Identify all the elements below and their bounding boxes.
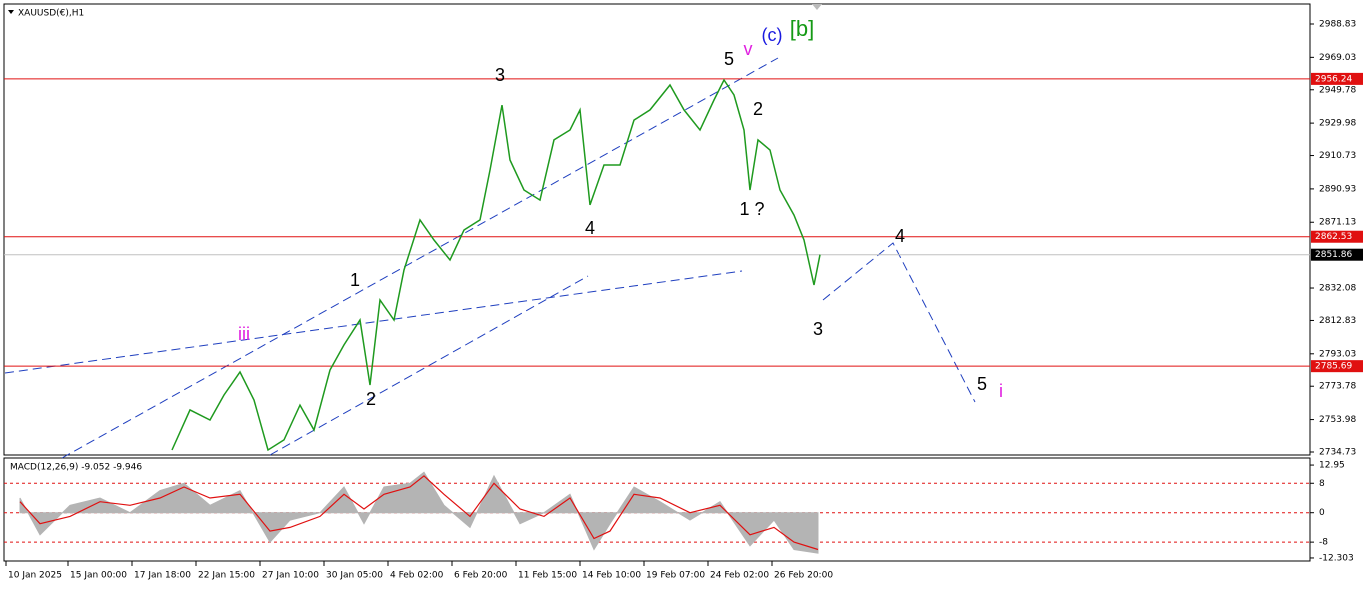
current-price-label: 2851.86 — [1315, 250, 1352, 260]
current-price-box — [1311, 248, 1363, 261]
signal-line — [19, 475, 819, 551]
y-tick-label: 2793.03 — [1319, 349, 1356, 359]
x-tick-label: 10 Jan 2025 — [8, 571, 62, 581]
y-tick-label: 2929.98 — [1319, 119, 1356, 129]
wave-label: 1 — [350, 270, 360, 290]
y-tick-label: 2988.83 — [1319, 19, 1356, 29]
x-tick-label: 19 Feb 07:00 — [646, 571, 705, 581]
x-tick-label: 17 Jan 18:00 — [134, 571, 191, 581]
x-tick-label: 22 Jan 15:00 — [198, 571, 255, 581]
wave-label: iii — [238, 324, 250, 344]
macd-panel — [3, 457, 1311, 562]
wave-label: (c) — [762, 25, 783, 45]
wave-label: 2 — [366, 389, 376, 409]
wave-label: 5 — [724, 49, 734, 69]
x-tick-label: 11 Feb 15:00 — [518, 571, 577, 581]
y-tick-label: 2734.73 — [1319, 448, 1356, 458]
wave-label: 3 — [495, 65, 505, 85]
y-tick-label: 2753.98 — [1319, 415, 1356, 425]
y-tick-label: 8 — [1319, 479, 1325, 489]
channel-line — [269, 275, 589, 456]
wave-label: 1 ? — [739, 199, 764, 219]
level-label: 2956.24 — [1315, 74, 1352, 84]
shift-marker — [812, 4, 822, 10]
indicator-title: MACD(12,26,9) -9.052 -9.946 — [10, 463, 142, 473]
trend-line — [4, 270, 743, 374]
level-label-box — [1311, 230, 1363, 243]
x-tick-label: 30 Jan 05:00 — [326, 571, 383, 581]
x-tick-label: 14 Feb 10:00 — [582, 571, 641, 581]
wave-label: [b] — [790, 16, 814, 41]
y-tick-label: 2910.73 — [1319, 151, 1356, 161]
y-tick-label: 2812.83 — [1319, 316, 1356, 326]
wave-label: v — [744, 39, 753, 59]
x-tick-label: 15 Jan 00:00 — [70, 571, 127, 581]
x-tick-label: 4 Feb 02:00 — [390, 571, 444, 581]
trend-lines — [4, 57, 976, 459]
menu-arrow — [8, 10, 14, 14]
level-label-box — [1311, 72, 1363, 85]
wave-label: 4 — [585, 218, 595, 238]
x-tick-label: 24 Feb 02:00 — [710, 571, 769, 581]
y-tick-label: -12.303 — [1319, 553, 1354, 563]
x-tick-label: 6 Feb 20:00 — [454, 571, 508, 581]
price-panel — [3, 3, 1311, 456]
y-tick-label: 2949.78 — [1319, 85, 1356, 95]
macd-histogram — [19, 471, 819, 554]
chart-title: XAUUSD(€),H1 — [18, 9, 84, 19]
y-tick-label: 2773.78 — [1319, 382, 1356, 392]
wave-label: 3 — [813, 319, 823, 339]
level-label: 2785.69 — [1315, 362, 1352, 372]
price-line — [171, 78, 821, 452]
level-label: 2862.53 — [1315, 232, 1352, 242]
channel-line — [61, 57, 779, 459]
y-tick-label: 2871.13 — [1319, 218, 1356, 228]
wave-label: 5 — [977, 374, 987, 394]
wave-label: i — [999, 381, 1003, 401]
wave-label: 2 — [753, 99, 763, 119]
projection-line — [822, 242, 976, 403]
level-label-box — [1311, 360, 1363, 373]
y-tick-label: 12.95 — [1319, 461, 1345, 471]
y-tick-label: -8 — [1319, 538, 1328, 548]
x-tick-label: 27 Jan 10:00 — [262, 571, 319, 581]
y-tick-label: 2969.03 — [1319, 53, 1356, 63]
y-tick-label: 0 — [1319, 508, 1325, 518]
x-tick-label: 26 Feb 20:00 — [774, 571, 833, 581]
wave-label: 4 — [895, 226, 905, 246]
y-tick-label: 2832.08 — [1319, 284, 1356, 294]
y-tick-label: 2890.93 — [1319, 184, 1356, 194]
